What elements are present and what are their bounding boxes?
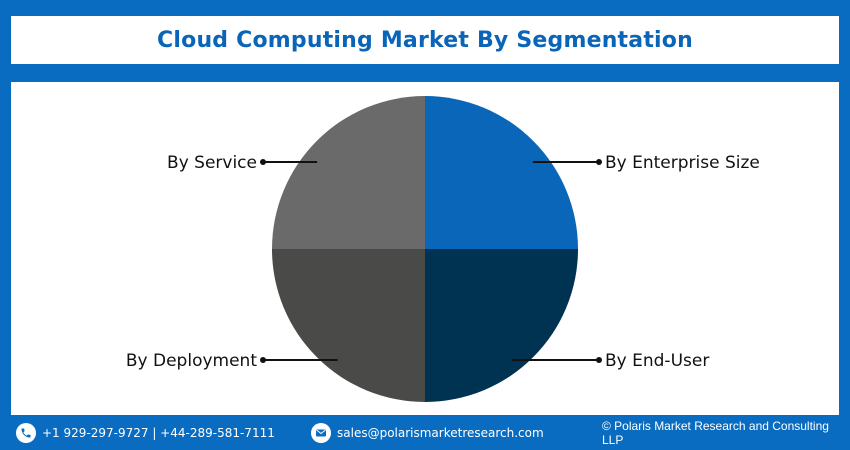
pie-slice-by-service (272, 96, 425, 249)
phone-icon (16, 423, 36, 443)
chart-title: Cloud Computing Market By Segmentation (157, 27, 693, 53)
slice-label: By Enterprise Size (605, 153, 760, 173)
chart-panel: By Enterprise Size By End-User By Deployme… (11, 82, 839, 415)
slice-label: By Deployment (126, 351, 257, 371)
leader-dot (596, 357, 602, 363)
pie-slice-by-end-user (425, 249, 578, 402)
pie-chart: By Enterprise Size By End-User By Deployme… (126, 96, 760, 402)
slice-label: By Service (167, 153, 257, 173)
slice-label: By End-User (605, 351, 709, 371)
leader-dot (596, 159, 602, 165)
pie-slice-by-enterprise-size (425, 96, 578, 249)
footer-email-text[interactable]: sales@polarismarketresearch.com (337, 426, 544, 440)
footer-phone-text: +1 929-297-9727 | +44-289-581-7111 (42, 426, 275, 440)
footer-phone: +1 929-297-9727 | +44-289-581-7111 (16, 423, 275, 443)
footer-email: sales@polarismarketresearch.com (311, 423, 544, 443)
footer-copyright-text: © Polaris Market Research and Consulting… (602, 419, 829, 447)
footer-copyright: © Polaris Market Research and Consulting… (602, 419, 850, 447)
title-bar: Cloud Computing Market By Segmentation (11, 16, 839, 64)
leader-dot (260, 159, 266, 165)
email-icon (311, 423, 331, 443)
leader-dot (260, 357, 266, 363)
pie-slice-by-deployment (272, 249, 425, 402)
footer: +1 929-297-9727 | +44-289-581-7111 sales… (0, 416, 850, 450)
